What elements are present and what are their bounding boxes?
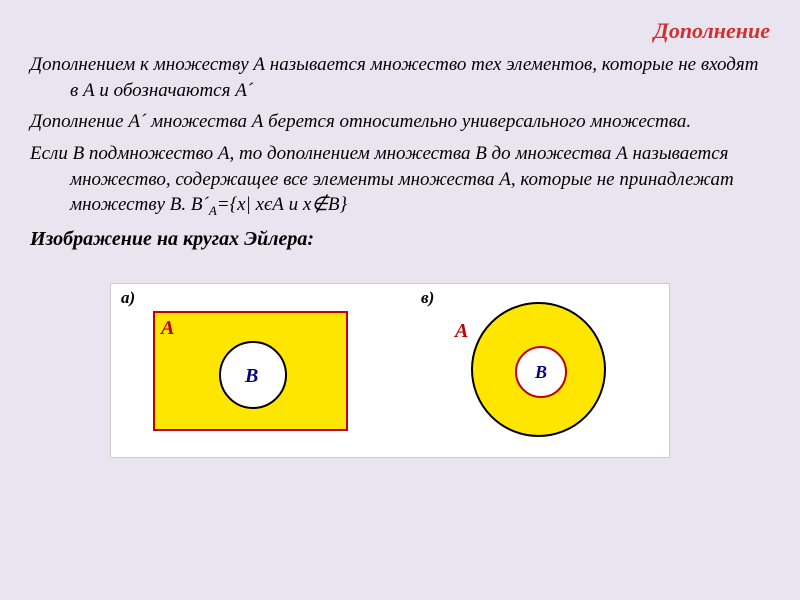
paragraph-3: Если В подмножество А, то дополнением мн… (30, 141, 770, 220)
paragraph-2: Дополнение А´ множества А берется относи… (30, 109, 770, 135)
body-text-block: Дополнением к множеству А называется мно… (30, 52, 770, 253)
euler-caption: Изображение на кругах Эйлера: (30, 226, 770, 253)
inner-circle-set-b: В (515, 346, 567, 398)
rectangle-set-a: А В (153, 311, 348, 431)
diagram-label-a: а) (121, 288, 135, 308)
set-a-label: А (161, 317, 174, 340)
outer-circle-set-a: А В (471, 302, 606, 437)
set-b2-label: В (535, 362, 547, 383)
euler-diagram: а) в) А В А В (110, 283, 670, 458)
set-a2-label: А (455, 320, 468, 343)
diagram-label-v: в) (421, 288, 434, 308)
set-b-label: В (245, 365, 258, 388)
slide-title: Дополнение (30, 18, 770, 44)
para3-pre: Если В подмножество А, то дополнением мн… (30, 143, 734, 215)
paragraph-1: Дополнением к множеству А называется мно… (30, 52, 770, 103)
para3-subscript: А (209, 203, 217, 218)
circle-set-b: В (219, 341, 287, 409)
para3-post: ={x| xєА и x∉В} (217, 194, 347, 215)
